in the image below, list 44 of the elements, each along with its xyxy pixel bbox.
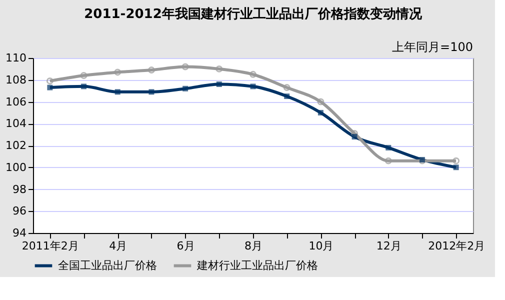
point [182,63,189,70]
x-tick-label: 2012年2月 [428,240,486,252]
point [216,65,223,72]
point [182,86,188,92]
point [80,72,88,79]
x-tick-label: 6月 [176,240,195,252]
y-tick-label: 104 [6,117,26,130]
x-tick-label: 10月 [308,240,334,252]
y-tick-label: 98 [12,182,26,196]
y-tick-label: 110 [6,52,26,64]
x-tick-label: 4月 [109,240,128,252]
point [46,77,54,84]
point [250,84,256,90]
legend-label: 全国工业品出厂价格 [58,258,157,272]
point [114,68,122,76]
x-tick-label: 12月 [376,240,402,252]
y-tick-label: 108 [6,73,26,86]
point [47,84,53,90]
y-tick-label: 94 [12,226,26,240]
point [284,94,290,100]
point [351,130,358,137]
point [114,89,120,95]
point [386,144,392,150]
point [148,89,154,95]
chart-title: 2011-2012年我国建材行业工业品出厂价格指数变动情况 [84,6,423,22]
point [318,110,324,116]
x-tick-label: 8月 [244,240,262,252]
point [216,82,222,87]
point [81,84,87,90]
point [452,157,460,164]
x-tick-label: 2011年2月 [22,240,79,252]
y-tick-label: 96 [12,204,26,218]
point [148,66,155,74]
y-tick-label: 102 [6,139,26,152]
text: 上年同月=100 [392,40,473,54]
y-tick-label: 100 [6,160,26,174]
point [283,84,290,92]
point [453,164,459,170]
legend-label: 建材行业工业品出厂价格 [196,258,318,272]
point [250,70,256,78]
point [352,134,358,140]
point [384,157,392,164]
point [317,98,324,106]
y-tick-label: 106 [6,95,26,108]
